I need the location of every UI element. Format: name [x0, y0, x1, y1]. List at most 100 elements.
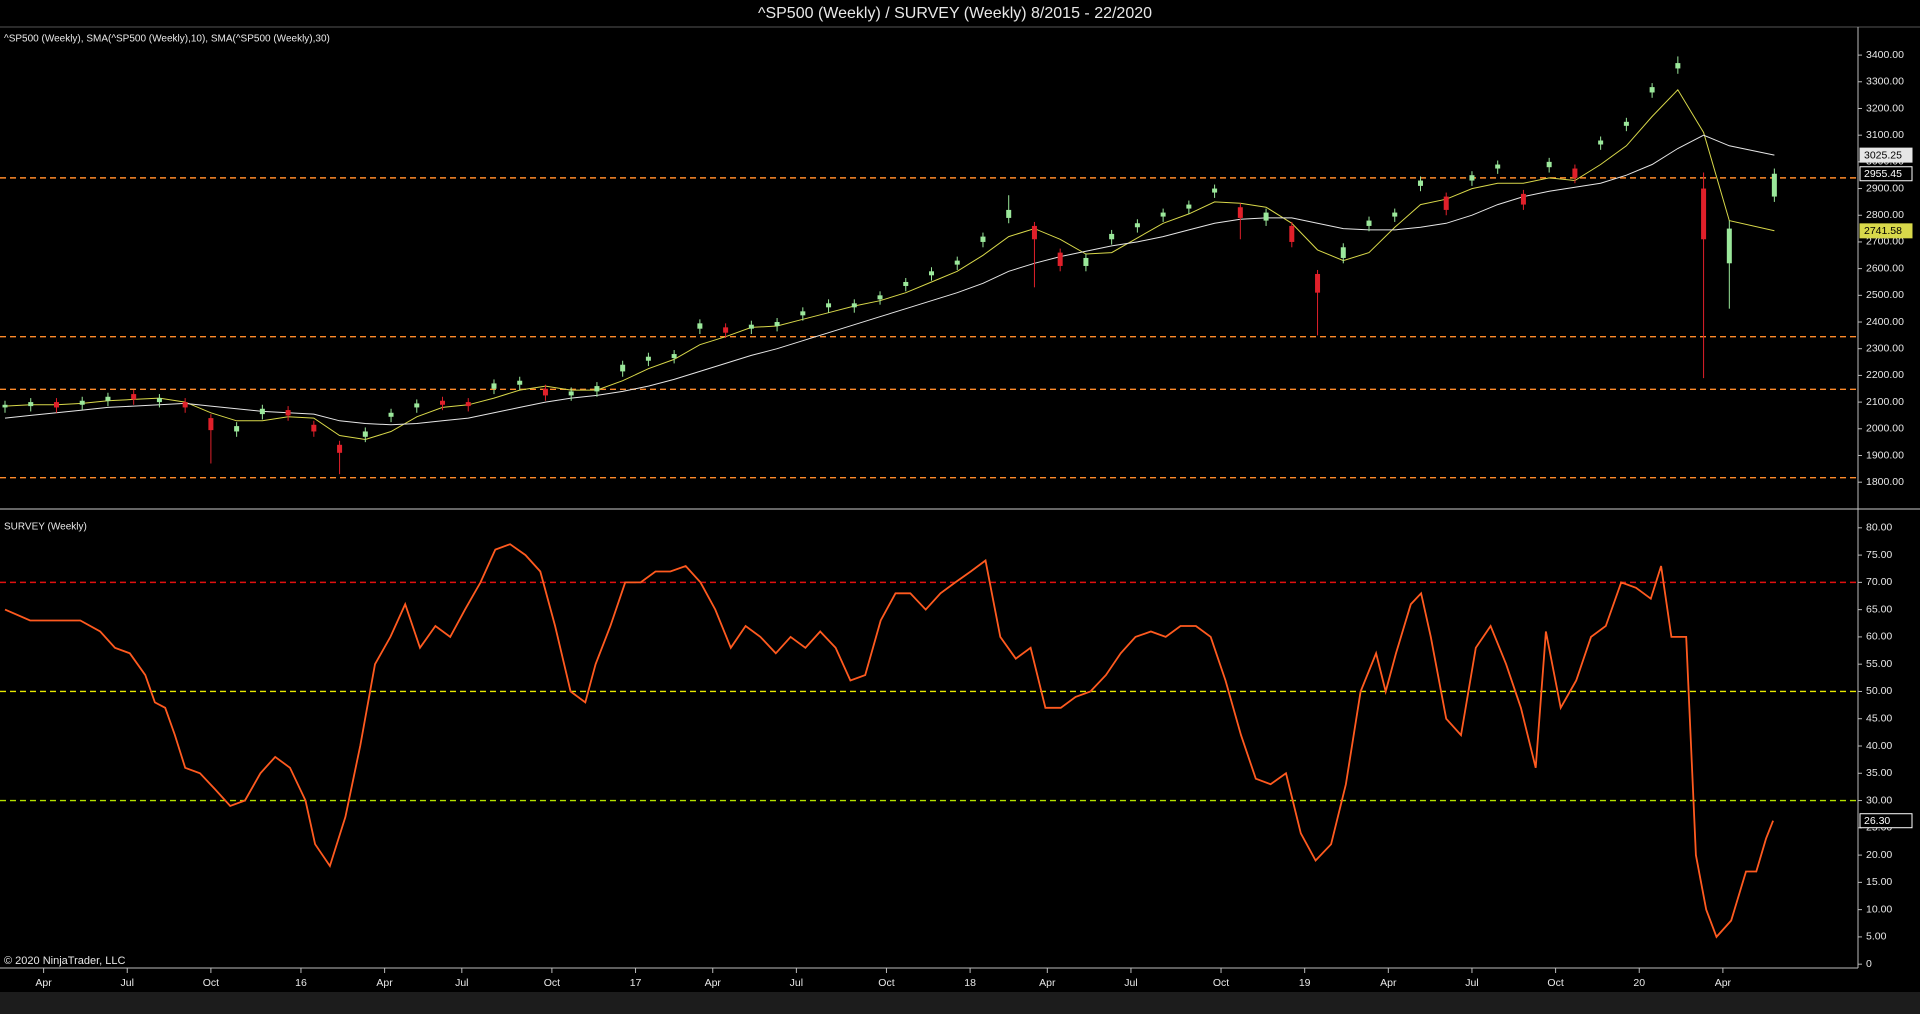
y-tick-label: 1900.00	[1866, 449, 1904, 461]
copyright: © 2020 NinjaTrader, LLC	[4, 955, 125, 967]
candle-body	[929, 271, 934, 276]
y-tick-label: 60.00	[1866, 631, 1892, 643]
candle-body	[748, 324, 754, 329]
y-tick-label: 3200.00	[1866, 102, 1904, 114]
candle-body	[723, 327, 729, 333]
candle-body	[2, 404, 8, 408]
candle-body	[568, 391, 574, 396]
y-tick-label: 75.00	[1866, 549, 1892, 561]
candle-body	[1315, 273, 1321, 293]
y-tick-label: 2600.00	[1866, 262, 1904, 274]
y-tick-label: 2500.00	[1866, 289, 1904, 301]
x-tick-label: 18	[964, 977, 976, 989]
candle-body	[1366, 220, 1372, 226]
candle-body	[645, 356, 651, 361]
x-tick-label: Apr	[376, 977, 393, 989]
candle-body	[208, 418, 214, 431]
y-tick-label: 2000.00	[1866, 423, 1904, 435]
candle-body	[620, 364, 626, 372]
candle-body	[851, 303, 857, 308]
candle-body	[311, 424, 317, 432]
candle-body	[440, 400, 446, 405]
candle-body	[697, 323, 703, 329]
axis-marker-label: 3025.25	[1864, 149, 1902, 161]
x-tick-label: Apr	[705, 977, 722, 989]
candle-body	[800, 311, 806, 316]
x-tick-label: Jul	[455, 977, 468, 989]
candle-body	[337, 444, 343, 453]
y-tick-label: 3300.00	[1866, 76, 1904, 88]
y-tick-label: 3400.00	[1866, 49, 1904, 61]
y-tick-label: 30.00	[1866, 794, 1892, 806]
y-tick-label: 40.00	[1866, 740, 1892, 752]
candle-body	[1006, 209, 1012, 218]
axis-marker-label: 2741.58	[1864, 225, 1902, 237]
candle-body	[1443, 196, 1449, 210]
axis-marker-label: 2955.45	[1864, 168, 1902, 180]
x-tick-label: Apr	[1715, 977, 1732, 989]
candle-body	[28, 402, 34, 407]
x-tick-label: Apr	[1380, 977, 1397, 989]
chart-title: ^SP500 (Weekly) / SURVEY (Weekly) 8/2015…	[758, 5, 1152, 22]
candle-body	[1340, 247, 1346, 258]
candle-body	[774, 322, 780, 327]
candle-body	[1212, 188, 1218, 193]
y-tick-label: 80.00	[1866, 522, 1892, 534]
candle-body	[259, 408, 265, 415]
candle-body	[1263, 212, 1269, 221]
candle-body	[53, 402, 59, 408]
x-tick-label: Apr	[1039, 977, 1056, 989]
y-tick-label: 3100.00	[1866, 129, 1904, 141]
candle-body	[671, 354, 677, 359]
x-tick-label: Jul	[790, 977, 803, 989]
y-tick-label: 2700.00	[1866, 236, 1904, 248]
axis-marker-label: 26.30	[1864, 815, 1890, 827]
candle-body	[1572, 168, 1578, 178]
candle-body	[1392, 212, 1398, 217]
candle-body	[1520, 193, 1526, 205]
candle-body	[1237, 207, 1243, 218]
candle-body	[182, 402, 188, 408]
candle-body	[156, 398, 162, 403]
y-tick-label: 2100.00	[1866, 396, 1904, 408]
y-tick-label: 65.00	[1866, 603, 1892, 615]
candle-body	[1771, 173, 1777, 197]
y-tick-label: 20.00	[1866, 849, 1892, 861]
price-legend: ^SP500 (Weekly), SMA(^SP500 (Weekly),10)…	[4, 34, 330, 45]
x-tick-label: 20	[1633, 977, 1645, 989]
candle-body	[594, 386, 600, 392]
x-tick-label: Oct	[544, 977, 560, 989]
x-tick-label: Oct	[1213, 977, 1229, 989]
y-tick-label: 0	[1866, 958, 1872, 970]
candle-body	[1726, 228, 1732, 264]
x-tick-label: Jul	[1465, 977, 1478, 989]
y-tick-label: 50.00	[1866, 685, 1892, 697]
series-line	[4, 134, 1775, 426]
x-tick-label: Oct	[878, 977, 894, 989]
x-tick-label: Apr	[35, 977, 52, 989]
y-tick-label: 15.00	[1866, 876, 1892, 888]
axis-marker	[1859, 813, 1913, 829]
y-tick-label: 55.00	[1866, 658, 1892, 670]
candle-body	[1701, 188, 1707, 240]
candle-body	[954, 260, 960, 265]
candle-body	[542, 388, 548, 396]
candle-body	[465, 402, 471, 407]
x-tick-label: Oct	[1547, 977, 1563, 989]
candle-body	[79, 400, 85, 405]
y-tick-label: 2800.00	[1866, 209, 1904, 221]
candle-body	[1109, 233, 1115, 240]
candle-body	[491, 383, 497, 389]
candle-body	[1598, 140, 1604, 145]
candle-body	[903, 281, 909, 286]
x-tick-label: 17	[630, 977, 642, 989]
x-tick-label: Jul	[121, 977, 134, 989]
candle-body	[1031, 225, 1037, 240]
candle-body	[1083, 257, 1089, 266]
candle-body	[414, 403, 420, 408]
series-line	[4, 543, 1774, 939]
candle-body	[1134, 223, 1140, 228]
candle-body	[285, 410, 291, 416]
y-tick-label: 35.00	[1866, 767, 1892, 779]
